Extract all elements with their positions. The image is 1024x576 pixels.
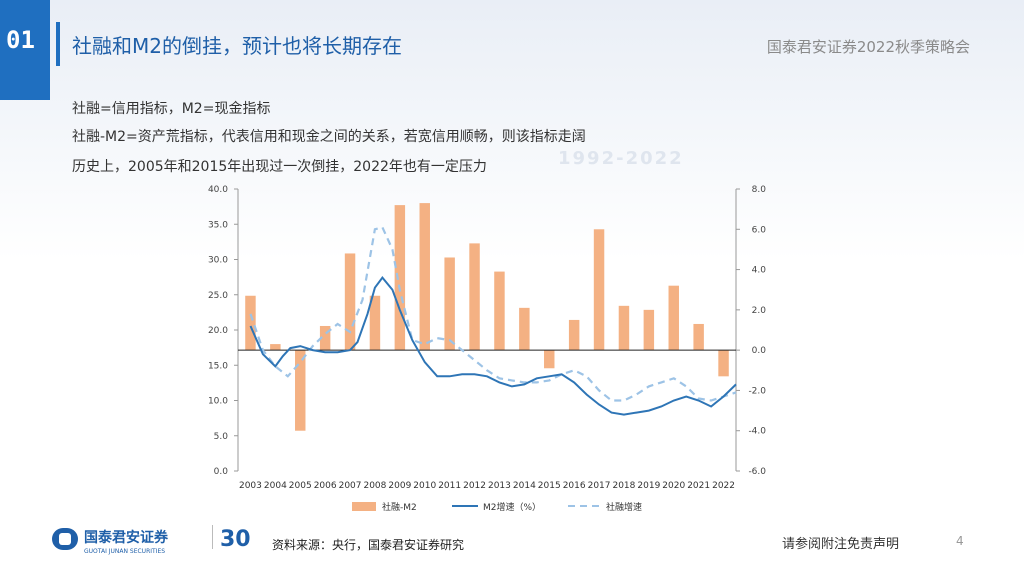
legend-label-sf: 社融增速 (606, 501, 642, 513)
bar-2020 (668, 285, 679, 351)
right-tick-label: 4.0 (752, 266, 767, 276)
left-tick-label: 40.0 (208, 185, 228, 195)
bar-2008 (369, 295, 381, 351)
bar-2013 (494, 271, 505, 351)
right-tick-label: -6.0 (748, 467, 766, 477)
left-tick-label: 10.0 (208, 397, 228, 407)
x-tick-label: 2007 (339, 481, 362, 491)
bar-2012 (469, 243, 480, 351)
combo-chart: 0.0 5.0 10.0 15.0 20.0 25.0 30.0 35.0 40.0 -6.0 -4… (208, 185, 767, 513)
legend-bar-swatch (352, 502, 376, 511)
company-logo: 国泰君安证券 GUOTAI JUNAN SECURITIES (52, 528, 169, 555)
bar-2015 (544, 350, 555, 369)
left-tick-label: 5.0 (214, 432, 229, 442)
bar-2018 (618, 305, 630, 351)
bar-2017 (593, 229, 605, 351)
m2-growth-line (249, 275, 737, 416)
x-tick-label: 2009 (388, 481, 411, 491)
svg-text:30: 30 (220, 527, 251, 550)
section-number: 01 (6, 26, 35, 54)
x-tick-label: 2019 (637, 481, 660, 491)
legend-label-bar: 社融-M2 (382, 501, 417, 513)
x-tick-label: 2010 (413, 481, 436, 491)
bar-2016 (568, 319, 580, 351)
left-tick-label: 20.0 (208, 326, 228, 336)
x-tick-label: 2008 (363, 481, 386, 491)
bar-2019 (643, 309, 655, 351)
bar-2005 (295, 350, 306, 431)
bar-2022 (718, 350, 729, 377)
social-financing-growth-line (249, 225, 737, 402)
bar-2011 (444, 257, 455, 351)
left-tick-label: 0.0 (214, 467, 229, 477)
right-tick-label: 6.0 (752, 225, 767, 235)
bar-2010 (419, 203, 430, 351)
x-tick-label: 2011 (438, 481, 461, 491)
x-tick-label: 2003 (239, 481, 262, 491)
bar-2006 (319, 325, 331, 351)
x-tick-label: 2014 (513, 481, 536, 491)
x-tick-label: 2015 (538, 481, 561, 491)
x-tick-label: 2016 (563, 481, 586, 491)
x-tick-label: 2013 (488, 481, 511, 491)
right-tick-label: 2.0 (752, 306, 767, 316)
left-tick-label: 35.0 (208, 220, 228, 230)
left-tick-label: 30.0 (208, 256, 228, 266)
x-tick-label: 2017 (588, 481, 611, 491)
section-number-block: 01 (0, 0, 50, 100)
disclaimer-link[interactable]: 请参阅附注免责声明 (782, 537, 900, 552)
bar-2009 (394, 205, 406, 351)
left-tick-label: 15.0 (208, 361, 228, 371)
company-event-title: 国泰君安证券2022秋季策略会 (766, 38, 970, 56)
x-tick-label: 2006 (314, 481, 337, 491)
x-tick-label: 2021 (687, 481, 710, 491)
bar-2021 (693, 323, 704, 351)
x-tick-label: 2018 (612, 481, 635, 491)
bar-2003 (245, 295, 256, 351)
bar-2004 (270, 344, 281, 351)
logo-subtitle: GUOTAI JUNAN SECURITIES (84, 548, 165, 555)
right-tick-label: 8.0 (752, 185, 767, 195)
note-line-3: 历史上，2005年和2015年出现过一次倒挂，2022年也有一定压力 (72, 159, 487, 175)
x-tick-label: 2012 (463, 481, 486, 491)
x-tick-label: 2020 (662, 481, 685, 491)
anniversary-30-icon: 30 (220, 527, 251, 550)
source-note: 资料来源：央行，国泰君安证券研究 (272, 538, 465, 552)
logo-name: 国泰君安证券 (84, 529, 169, 546)
title-accent-bar (56, 22, 60, 66)
right-tick-label: -4.0 (748, 427, 766, 437)
right-tick-label: -2.0 (748, 386, 766, 396)
page-number: 4 (956, 534, 964, 548)
slide-title: 社融和M2的倒挂，预计也将长期存在 (72, 34, 402, 58)
legend-label-m2: M2增速（%） (483, 501, 541, 513)
bar-2007 (344, 253, 356, 351)
watermark: 1992-2022 (558, 148, 684, 169)
x-tick-label: 2004 (264, 481, 287, 491)
x-tick-label: 2022 (712, 481, 735, 491)
left-tick-label: 25.0 (208, 291, 228, 301)
footer-separator (212, 525, 213, 549)
right-tick-label: 0.0 (752, 346, 767, 356)
x-tick-label: 2005 (289, 481, 312, 491)
bar-2014 (519, 307, 530, 351)
note-line-1: 社融=信用指标，M2=现金指标 (72, 101, 271, 117)
note-line-2: 社融-M2=资产荒指标，代表信用和现金之间的关系，若宽信用顺畅，则该指标走阔 (72, 129, 586, 145)
